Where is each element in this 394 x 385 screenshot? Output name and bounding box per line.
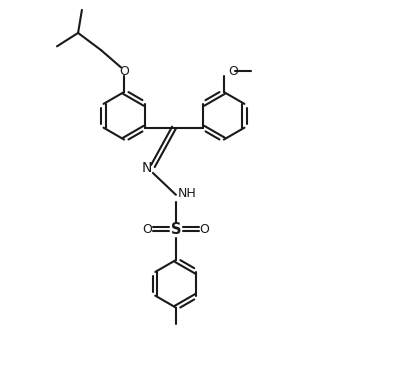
Text: S: S: [171, 222, 181, 237]
Text: O: O: [200, 223, 210, 236]
Text: N: N: [142, 161, 152, 175]
Text: O: O: [229, 65, 238, 78]
Text: O: O: [142, 223, 152, 236]
Text: O: O: [119, 65, 129, 78]
Text: NH: NH: [178, 187, 197, 200]
